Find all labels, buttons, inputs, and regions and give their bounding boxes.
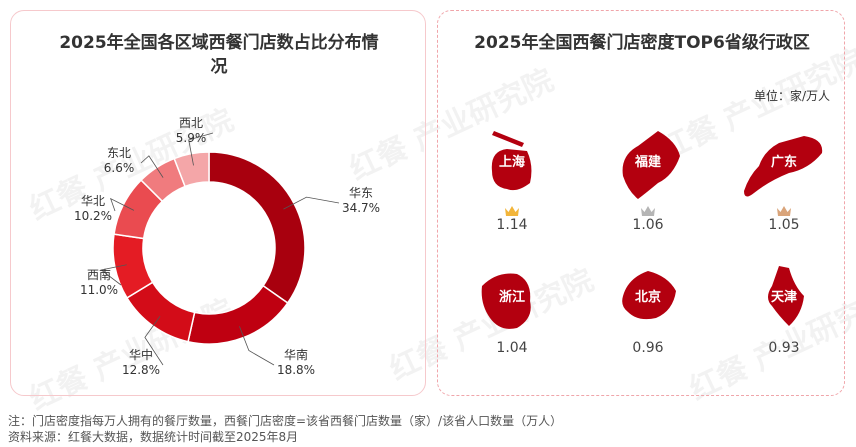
data-label: 18.8% [277, 363, 315, 377]
chart-title: 2025年全国各区域西餐门店数占比分布情况 [59, 33, 379, 77]
density-value: 0.93 [768, 340, 800, 356]
leader-line [188, 132, 214, 166]
province-map-icon [622, 131, 680, 199]
density-title: 2025年全国西餐门店密度TOP6省级行政区 [474, 33, 810, 53]
density-value: 0.96 [632, 340, 664, 356]
province-上海: 上海 1.14 [457, 121, 567, 233]
province-name: 福建 [634, 155, 661, 170]
crown-gold-icon [505, 206, 519, 216]
category-label: 东北 [107, 146, 131, 160]
density-value: 1.14 [457, 205, 567, 233]
province-浙江: 浙江 1.04 [457, 256, 567, 356]
province-name: 上海 [498, 155, 525, 170]
province-北京: 北京 0.96 [593, 256, 703, 356]
data-label: 5.9% [176, 131, 207, 145]
source-note: 资料来源：红餐大数据，数据统计时间截至2025年8月 [8, 430, 299, 444]
province-天津: 天津 0.93 [729, 256, 839, 356]
donut-slice-西北 [173, 151, 210, 188]
province-福建: 福建 1.06 [593, 121, 703, 233]
data-label: 6.6% [104, 161, 135, 175]
province-map-icon [481, 273, 531, 329]
crown-bronze-icon [777, 206, 791, 216]
province-name: 天津 [770, 290, 797, 305]
density-value: 1.04 [496, 340, 528, 356]
region-share-card: 2025年全国各区域西餐门店数占比分布情况 华东 34.7% 华南 18.8% 华中 12… [10, 10, 426, 396]
leader-line [283, 196, 340, 210]
category-label: 西南 [87, 267, 111, 282]
data-label: 10.2% [74, 209, 112, 223]
density-value: 1.05 [729, 205, 839, 233]
category-label: 华南 [284, 347, 308, 362]
unit-label: 单位：家/万人 [753, 89, 830, 103]
province-name: 北京 [634, 290, 661, 305]
province-map-icon [622, 271, 676, 320]
province-广东: 广东 1.05 [729, 121, 839, 233]
crown-silver-icon [641, 206, 655, 216]
footnote: 注：门店密度指每万人拥有的餐厅数量，西餐门店密度=该省西餐门店数量（家）/该省人… [8, 414, 563, 428]
leader-line [109, 197, 135, 212]
category-label: 华中 [129, 347, 153, 362]
leader-line [140, 155, 164, 178]
density-card: 2025年全国西餐门店密度TOP6省级行政区 单位：家/万人 上海 1.14 福… [437, 10, 845, 396]
data-label: 12.8% [122, 363, 160, 377]
province-map-icon [768, 266, 804, 326]
province-name: 广东 [770, 155, 797, 170]
category-label: 华东 [349, 186, 373, 200]
province-map-icon [491, 131, 532, 191]
leader-line [100, 264, 127, 286]
donut-slice-华东 [208, 151, 306, 304]
province-name: 浙江 [498, 290, 525, 305]
leader-line [144, 316, 164, 366]
density-value: 1.06 [593, 205, 703, 233]
data-label: 11.0% [80, 283, 118, 297]
data-label: 34.7% [342, 201, 380, 215]
leader-line [239, 326, 275, 366]
category-label: 华北 [81, 194, 105, 208]
donut-slice-华南 [187, 284, 289, 345]
category-label: 西北 [179, 116, 203, 130]
province-map-icon [744, 136, 823, 197]
